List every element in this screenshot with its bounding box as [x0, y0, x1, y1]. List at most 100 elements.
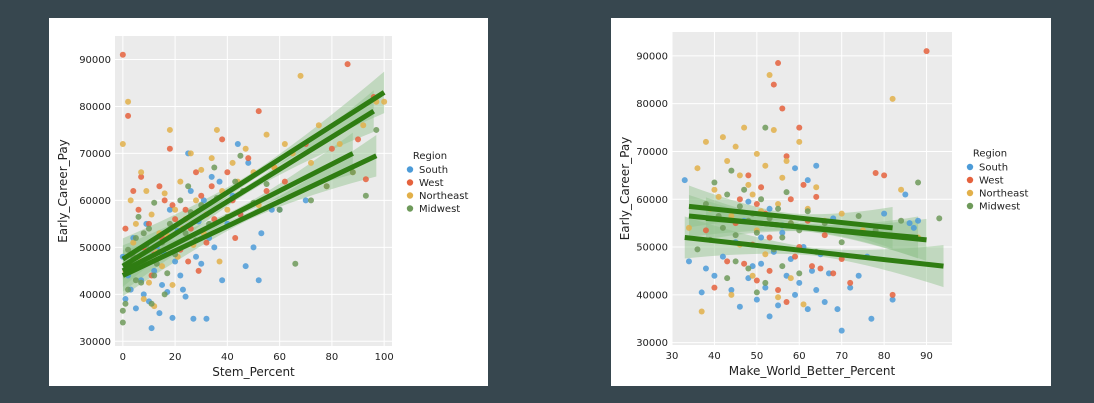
data-point: [910, 224, 917, 231]
data-point: [711, 186, 718, 193]
data-point: [711, 179, 718, 186]
data-point: [187, 188, 194, 194]
data-point: [344, 61, 351, 68]
data-point: [694, 246, 701, 253]
data-point: [297, 72, 304, 79]
y-tick-label: 80000: [79, 102, 111, 113]
data-point: [855, 272, 862, 279]
data-point: [161, 197, 168, 204]
data-point: [362, 192, 369, 199]
data-point: [234, 141, 241, 148]
data-point: [792, 253, 799, 260]
data-point: [736, 172, 743, 179]
data-point: [132, 305, 139, 312]
data-point: [711, 284, 718, 291]
data-point: [198, 166, 205, 173]
data-point: [132, 277, 139, 284]
data-point: [125, 112, 132, 119]
data-point: [702, 138, 709, 145]
data-point: [758, 196, 765, 203]
regression-line: [688, 203, 893, 231]
data-point: [219, 136, 226, 143]
data-point: [800, 301, 807, 308]
data-point: [125, 286, 132, 293]
data-point: [792, 291, 799, 298]
legend-entry-label: Midwest: [419, 204, 460, 215]
data-point: [381, 98, 388, 105]
data-point: [193, 197, 200, 204]
data-point: [813, 193, 820, 200]
data-point: [161, 291, 168, 298]
data-point: [779, 234, 786, 241]
data-point: [702, 201, 709, 208]
data-point: [140, 296, 147, 303]
data-point: [783, 153, 790, 160]
data-point: [732, 232, 739, 239]
data-point: [132, 220, 139, 227]
data-point: [762, 124, 769, 131]
data-point: [122, 225, 129, 232]
data-point: [169, 202, 176, 209]
x-tick-label: 90: [920, 351, 933, 362]
legend-entry-label: West: [979, 176, 1004, 187]
data-point: [775, 205, 782, 212]
data-point: [809, 267, 815, 274]
data-point: [276, 206, 283, 213]
data-point: [127, 197, 134, 204]
data-point: [193, 253, 200, 260]
x-axis-label: Make_World_Better_Percent: [729, 364, 896, 378]
data-point: [213, 126, 220, 133]
legend-title: Region: [413, 151, 447, 162]
data-point: [796, 124, 803, 131]
data-point: [250, 244, 257, 251]
data-point: [148, 325, 155, 332]
data-point: [172, 206, 179, 213]
data-point: [813, 162, 820, 169]
data-point: [898, 186, 905, 193]
data-point: [245, 155, 252, 162]
data-point: [745, 172, 752, 179]
data-point: [156, 183, 163, 190]
y-tick-label: 90000: [636, 51, 668, 62]
data-point: [145, 279, 152, 286]
data-point: [263, 180, 270, 187]
data-point: [775, 201, 782, 208]
data-point: [203, 315, 210, 322]
data-point: [245, 159, 252, 166]
data-point: [728, 291, 735, 298]
y-tick-label: 30000: [636, 338, 668, 349]
data-point: [349, 169, 356, 176]
data-point: [156, 310, 163, 317]
data-point: [195, 267, 202, 274]
data-point: [323, 183, 330, 190]
data-point: [889, 296, 896, 303]
data-point: [898, 217, 905, 224]
data-point: [169, 281, 176, 288]
data-point: [172, 216, 179, 223]
data-point: [847, 284, 854, 291]
data-point: [792, 165, 799, 172]
data-point: [185, 258, 192, 265]
x-tick-label: 70: [835, 351, 848, 362]
data-point: [232, 234, 239, 241]
x-tick-label: 50: [750, 351, 763, 362]
data-point: [125, 246, 132, 253]
data-point: [753, 277, 760, 284]
data-point: [753, 201, 760, 208]
x-tick-label: 40: [221, 352, 234, 363]
data-point: [698, 289, 705, 296]
data-point: [255, 108, 262, 115]
regression-line: [121, 109, 376, 269]
x-tick-label: 100: [375, 352, 394, 363]
data-point: [135, 213, 142, 220]
legend-marker: [966, 176, 974, 184]
data-point: [770, 81, 777, 88]
data-point: [161, 190, 168, 197]
data-point: [694, 165, 701, 172]
data-point: [125, 98, 132, 105]
data-point: [719, 224, 726, 231]
x-tick-label: 60: [273, 352, 286, 363]
data-point: [915, 179, 922, 186]
data-point: [847, 279, 854, 286]
data-point: [219, 277, 226, 284]
